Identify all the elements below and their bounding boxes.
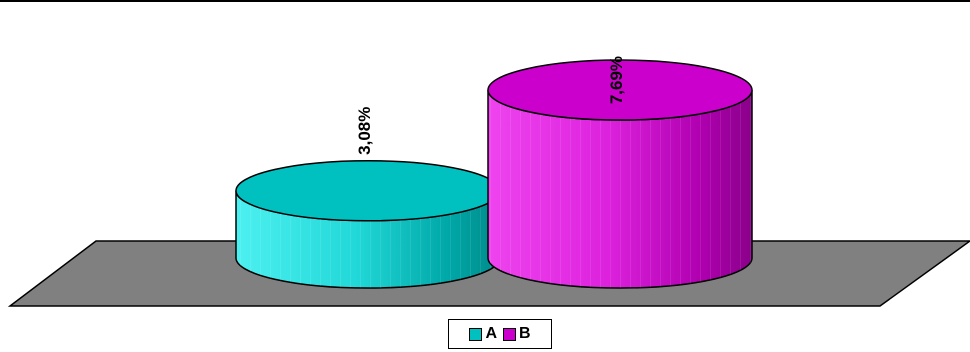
bar-a-top bbox=[235, 159, 501, 222]
legend-label-b: B bbox=[519, 325, 531, 342]
legend: A B bbox=[448, 319, 552, 349]
bar-a-texture bbox=[236, 190, 500, 288]
bar-a bbox=[235, 159, 501, 289]
legend-label-a: A bbox=[485, 325, 497, 342]
legend-swatch-a bbox=[469, 327, 483, 341]
data-label-b: 7,69% bbox=[607, 56, 626, 104]
bar-b-texture bbox=[488, 90, 752, 288]
data-label-a: 3,08% bbox=[355, 107, 374, 155]
legend-item-a: A bbox=[469, 325, 497, 343]
legend-swatch-b bbox=[503, 327, 516, 341]
legend-item-b: B bbox=[503, 325, 531, 343]
bar-b bbox=[487, 59, 753, 289]
bar-b-top bbox=[487, 59, 753, 121]
